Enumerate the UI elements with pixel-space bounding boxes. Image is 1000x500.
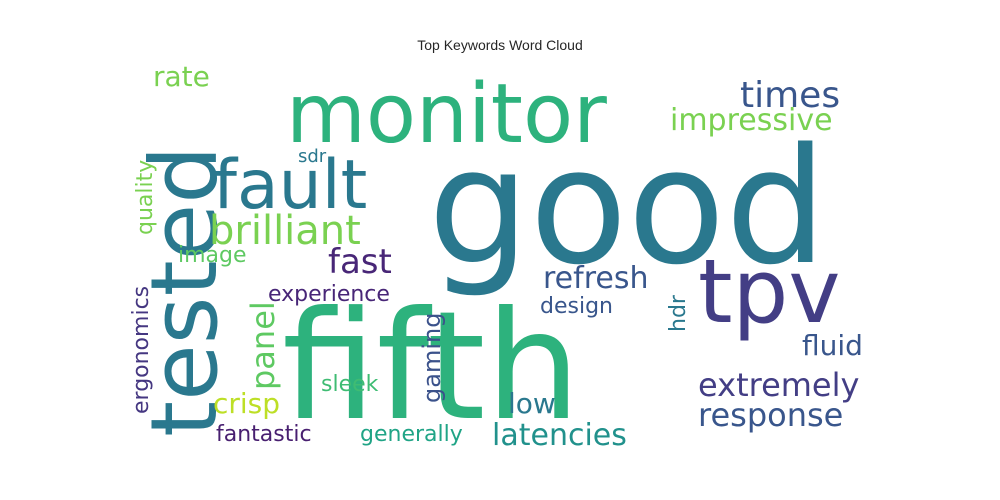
word-image: image xyxy=(178,243,247,268)
word-times: times xyxy=(740,75,840,116)
word-refresh: refresh xyxy=(543,261,648,296)
word-tpv: tpv xyxy=(698,240,840,343)
word-fault: fault xyxy=(213,146,367,225)
word-fantastic: fantastic xyxy=(216,422,312,447)
word-tested: tested xyxy=(131,145,238,437)
word-extremely: extremely xyxy=(698,366,859,404)
word-response: response xyxy=(698,396,843,434)
word-sdr: sdr xyxy=(298,146,327,167)
word-fast: fast xyxy=(328,242,392,282)
word-generally: generally xyxy=(360,422,463,447)
word-hdr: hdr xyxy=(666,294,691,332)
word-design: design xyxy=(540,294,613,319)
word-latencies: latencies xyxy=(492,418,627,453)
word-fifth: fifth xyxy=(282,280,581,454)
word-crisp: crisp xyxy=(213,387,280,420)
word-fluid: fluid xyxy=(802,329,863,362)
word-monitor: monitor xyxy=(286,67,607,162)
word-experience: experience xyxy=(268,282,390,307)
word-good: good xyxy=(428,113,827,300)
word-gaming: gaming xyxy=(418,313,446,403)
word-quality: quality xyxy=(133,160,158,235)
chart-title: Top Keywords Word Cloud xyxy=(417,37,583,53)
word-impressive: impressive xyxy=(670,103,833,138)
word-rate: rate xyxy=(153,60,210,93)
word-brilliant: brilliant xyxy=(209,208,361,254)
word-sleek: sleek xyxy=(321,372,379,397)
word-low: low xyxy=(508,387,556,420)
word-ergonomics: ergonomics xyxy=(129,286,154,414)
word-panel: panel xyxy=(244,301,282,390)
